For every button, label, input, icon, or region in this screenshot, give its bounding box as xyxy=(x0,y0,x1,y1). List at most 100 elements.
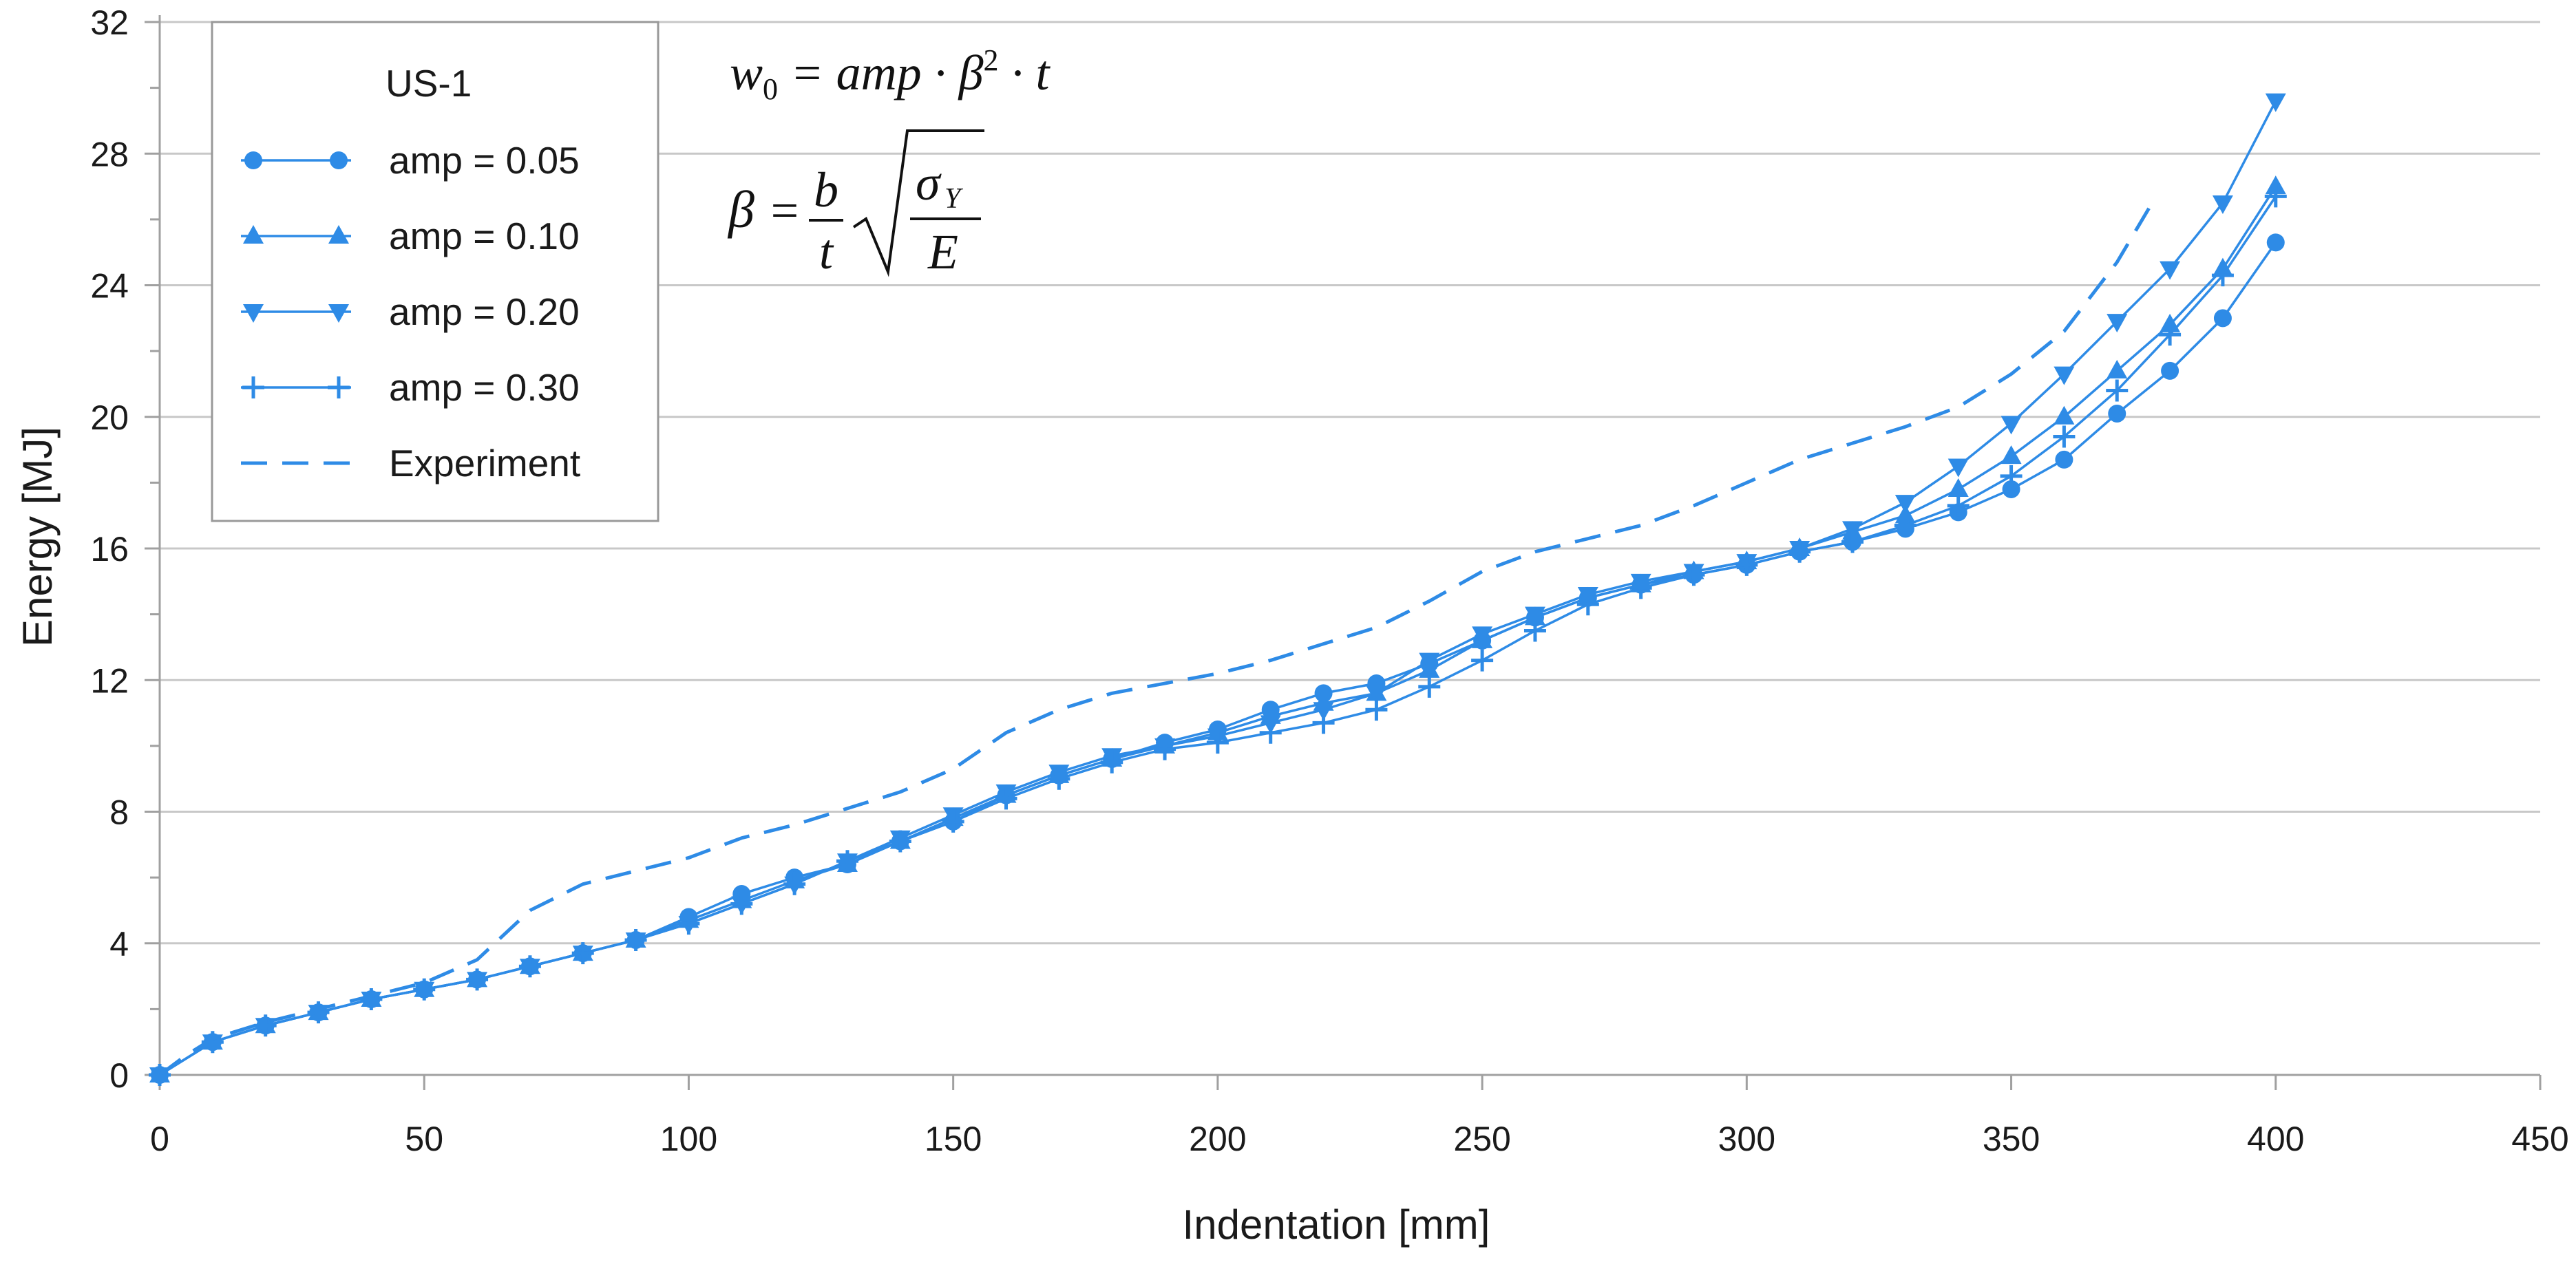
plus-marker xyxy=(1312,712,1335,734)
triangle-down-marker xyxy=(2054,366,2075,385)
x-tick-label: 450 xyxy=(2511,1120,2568,1158)
svg-text:t: t xyxy=(819,224,834,279)
plus-marker xyxy=(1682,564,1705,586)
plus-marker xyxy=(1788,540,1811,563)
plus-marker xyxy=(1418,675,1441,698)
plus-marker xyxy=(2053,425,2076,448)
plus-marker xyxy=(889,830,911,853)
plus-marker xyxy=(254,1014,277,1037)
circle-marker xyxy=(2108,404,2126,423)
legend-circle-marker xyxy=(244,151,262,169)
axes xyxy=(145,15,2542,1090)
plus-marker xyxy=(2159,323,2182,346)
circle-marker xyxy=(2161,361,2179,380)
plus-marker xyxy=(1154,738,1176,760)
plus-marker xyxy=(995,787,1017,810)
y-axis-title: Energy [MJ] xyxy=(14,427,61,647)
legend-item: amp = 0.30 xyxy=(241,366,580,409)
legend-plus-marker xyxy=(242,376,264,398)
legend-triangle-down-marker xyxy=(243,304,264,323)
x-axis-title: Indentation [mm] xyxy=(1183,1202,1490,1248)
plus-marker xyxy=(413,978,436,1001)
triangle-down-marker xyxy=(2107,314,2128,333)
circle-marker xyxy=(2266,233,2285,252)
legend-item: amp = 0.10 xyxy=(241,215,580,257)
x-tick-label: 150 xyxy=(925,1120,982,1158)
series-amp-0-30 xyxy=(149,185,2287,1086)
legend-label: amp = 0.05 xyxy=(389,139,580,182)
circle-marker xyxy=(2055,450,2073,469)
plus-marker xyxy=(730,893,753,915)
x-tick-label: 400 xyxy=(2247,1120,2304,1158)
y-tick-label: 24 xyxy=(90,267,129,306)
svg-text:σ: σ xyxy=(916,156,942,211)
plus-marker xyxy=(1841,531,1864,553)
y-tick-label: 20 xyxy=(90,398,129,437)
legend-label: amp = 0.10 xyxy=(389,215,580,257)
formula-beta: β = b t σ Y E xyxy=(727,129,984,279)
triangle-up-marker xyxy=(1947,478,1969,497)
triangle-down-marker xyxy=(2265,93,2286,112)
tick-labels: 0 4 8 12 16 20 24 28 32 0 50 100 150 200 250 300 350 400 4… xyxy=(90,3,2568,1158)
plus-marker xyxy=(518,955,541,978)
triangle-up-marker xyxy=(2000,445,2022,465)
y-tick-label: 16 xyxy=(90,530,129,568)
svg-text:E: E xyxy=(927,224,958,279)
triangle-down-marker xyxy=(1947,458,1969,478)
plus-marker xyxy=(1101,751,1123,774)
plus-marker xyxy=(571,942,594,965)
y-tick-label: 0 xyxy=(109,1056,129,1095)
svg-text:=: = xyxy=(768,183,801,238)
plus-marker xyxy=(1576,593,1599,616)
legend-item: amp = 0.05 xyxy=(241,139,580,182)
legend-title: US-1 xyxy=(386,62,472,105)
svg-text:Y: Y xyxy=(944,183,964,215)
x-tick-label: 0 xyxy=(150,1120,169,1158)
plus-marker xyxy=(1048,767,1070,790)
triangle-down-marker xyxy=(2160,261,2181,280)
legend-triangle-up-marker xyxy=(243,225,264,244)
triangle-up-marker xyxy=(2265,175,2286,195)
plus-marker xyxy=(1947,494,1970,517)
legend-plus-marker xyxy=(328,376,350,398)
legend-label: amp = 0.20 xyxy=(389,290,580,333)
plus-marker xyxy=(1365,698,1388,721)
y-tick-label: 4 xyxy=(109,925,129,963)
plus-marker xyxy=(1735,553,1758,576)
legend-triangle-up-marker xyxy=(328,225,349,244)
plus-marker xyxy=(836,850,858,873)
legend-triangle-down-marker xyxy=(328,304,349,323)
triangle-down-marker xyxy=(1366,685,1387,705)
legend-item: amp = 0.20 xyxy=(241,290,580,333)
legend-label: Experiment xyxy=(389,442,580,484)
plus-marker xyxy=(1523,619,1546,642)
legend: US-1 amp = 0.05 amp = 0.10 amp = 0.20 amp =… xyxy=(211,21,659,522)
plus-marker xyxy=(2264,185,2287,208)
plus-marker xyxy=(942,810,964,833)
plus-marker xyxy=(2106,379,2129,402)
plus-marker xyxy=(1629,577,1652,599)
experiment-line xyxy=(158,198,2156,1077)
triangle-down-marker xyxy=(1472,626,1493,646)
plus-marker xyxy=(1259,721,1282,744)
plus-marker xyxy=(2000,465,2023,487)
legend-box xyxy=(211,21,659,522)
triangle-down-marker xyxy=(1419,652,1440,672)
plus-marker xyxy=(1894,514,1917,537)
x-tick-label: 350 xyxy=(1983,1120,2040,1158)
svg-text:b: b xyxy=(814,162,838,217)
x-tick-label: 300 xyxy=(1718,1120,1775,1158)
triangle-down-marker xyxy=(1524,606,1545,626)
x-tick-label: 100 xyxy=(660,1120,717,1158)
x-tick-label: 250 xyxy=(1453,1120,1510,1158)
plus-marker xyxy=(677,913,700,935)
plus-marker xyxy=(783,873,806,895)
y-tick-label: 28 xyxy=(90,135,129,173)
legend-label: amp = 0.30 xyxy=(389,366,580,409)
triangle-down-marker xyxy=(2212,195,2233,214)
series-layer xyxy=(149,93,2287,1086)
x-tick-label: 50 xyxy=(405,1120,443,1158)
formula-w0: w0 = amp · β2 · t xyxy=(730,43,1051,106)
plus-marker xyxy=(1471,649,1494,672)
